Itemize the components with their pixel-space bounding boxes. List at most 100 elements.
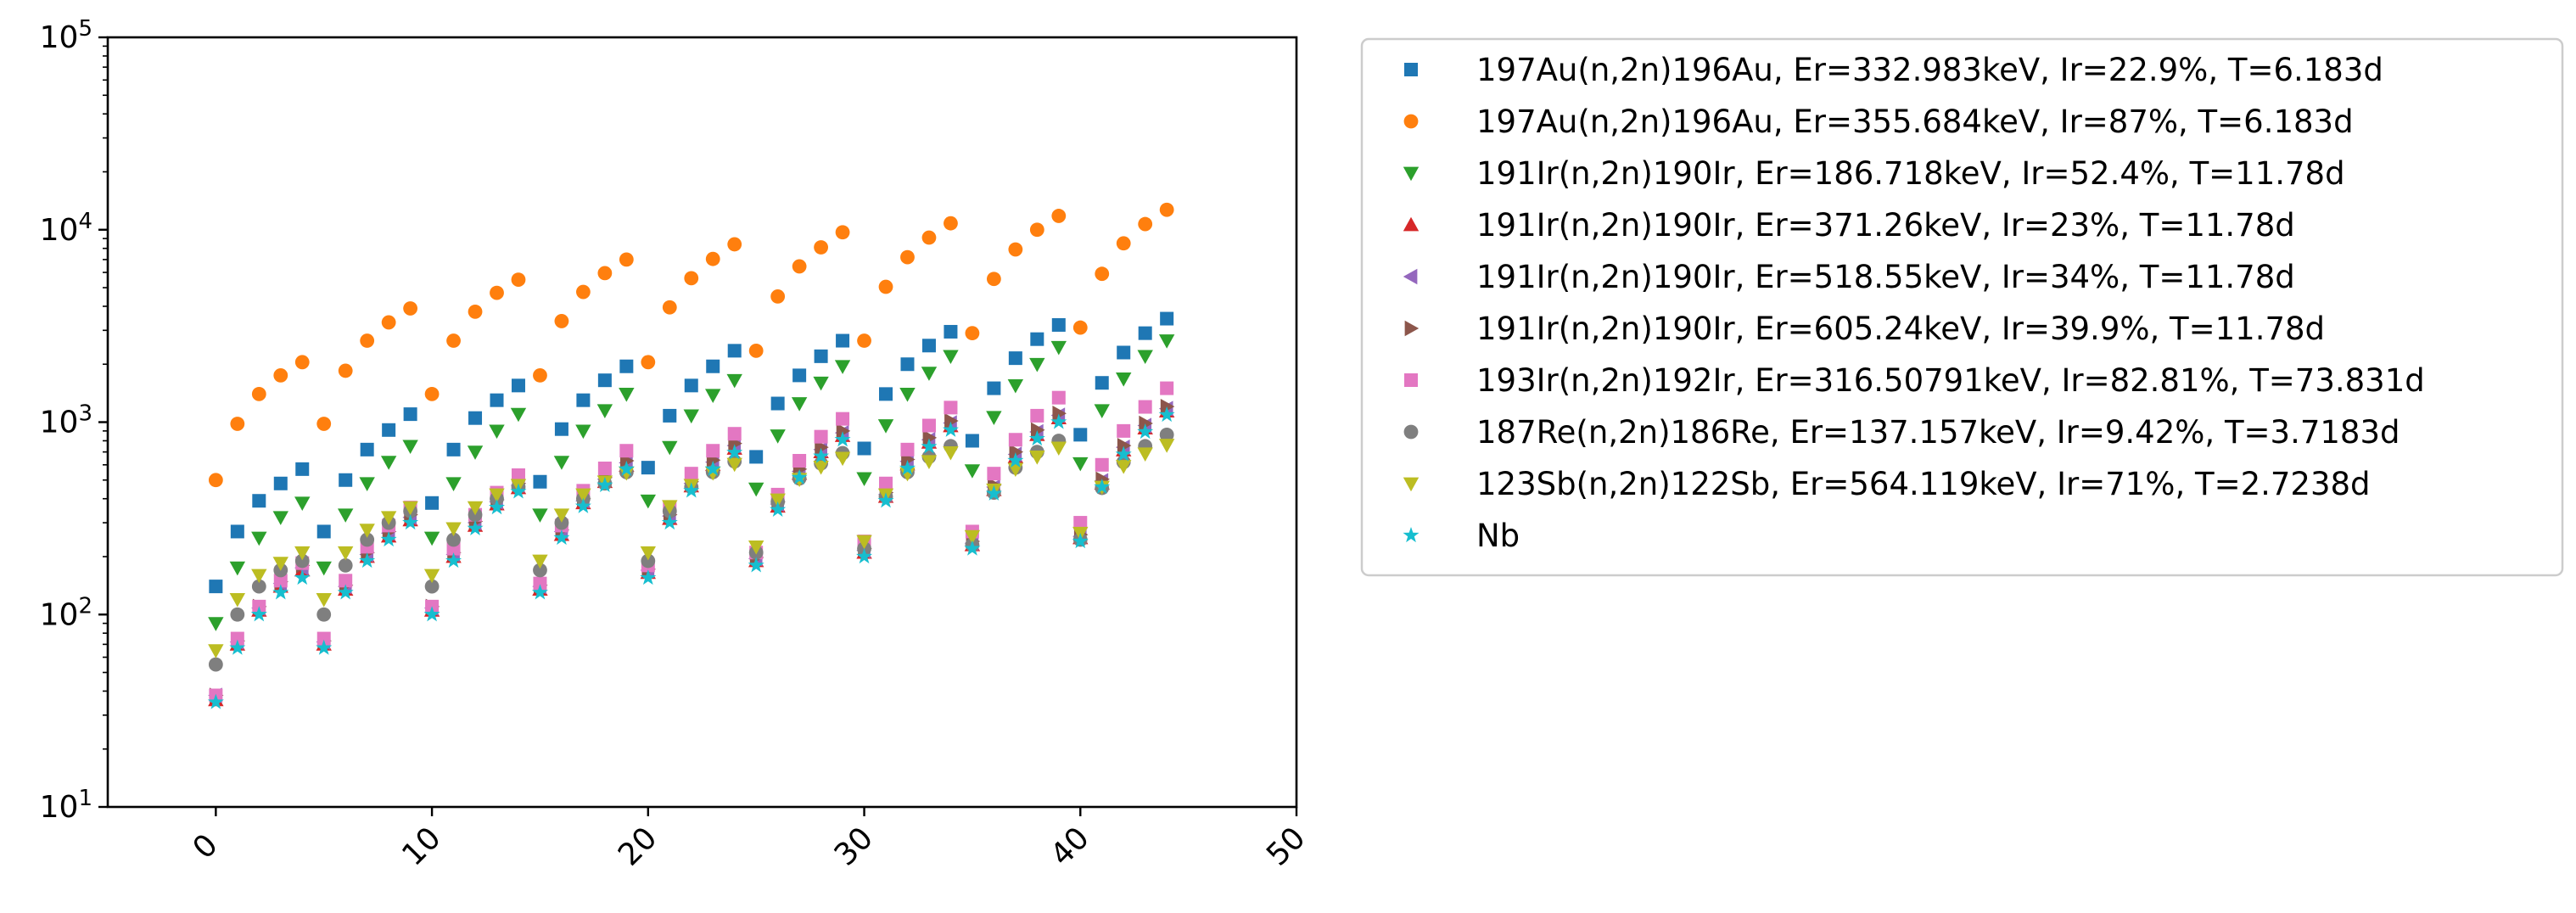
data-point xyxy=(467,501,484,516)
data-point xyxy=(944,400,958,415)
data-point xyxy=(1137,447,1153,462)
data-point xyxy=(1116,372,1132,387)
data-point xyxy=(856,472,872,487)
data-point xyxy=(316,592,332,608)
data-point xyxy=(403,301,418,316)
y-tick-label: 105 xyxy=(40,16,92,55)
data-point xyxy=(1139,415,1153,432)
data-point xyxy=(596,476,613,492)
data-point xyxy=(316,561,332,576)
data-point xyxy=(987,467,1001,481)
data-point xyxy=(554,515,569,530)
data-point xyxy=(748,557,764,573)
data-point xyxy=(1094,404,1110,418)
data-point xyxy=(208,473,223,488)
legend-marker xyxy=(1403,216,1420,232)
data-point xyxy=(294,355,310,370)
data-point xyxy=(834,451,851,467)
data-point xyxy=(533,367,547,383)
data-point xyxy=(921,438,938,454)
data-point xyxy=(554,422,568,436)
data-point xyxy=(490,393,504,407)
series-0 xyxy=(209,311,1174,594)
data-point xyxy=(359,524,375,538)
legend-label: 197Au(n,2n)196Au, Er=355.684keV, Ir=87%,… xyxy=(1476,104,2354,140)
data-point xyxy=(425,496,440,510)
data-point xyxy=(922,429,938,446)
data-point xyxy=(1160,311,1174,326)
data-point xyxy=(770,396,785,411)
data-point xyxy=(900,357,915,372)
data-point xyxy=(813,447,830,463)
data-point xyxy=(273,574,288,588)
data-point xyxy=(230,524,244,539)
data-point xyxy=(575,424,591,440)
data-point xyxy=(899,460,916,476)
data-point xyxy=(489,499,506,515)
data-point xyxy=(1138,326,1152,340)
data-point xyxy=(446,442,461,456)
x-tick-label: 30 xyxy=(828,821,880,872)
data-point xyxy=(467,519,484,535)
data-point xyxy=(316,417,332,431)
data-point xyxy=(1050,340,1067,356)
data-point xyxy=(1073,428,1088,442)
data-point xyxy=(511,468,525,483)
data-point xyxy=(1116,236,1131,251)
data-point xyxy=(706,444,720,458)
data-point xyxy=(1095,266,1110,282)
data-point xyxy=(814,349,828,363)
legend-marker xyxy=(1403,477,1420,492)
data-point xyxy=(964,464,981,479)
legend-label: 197Au(n,2n)196Au, Er=332.983keV, Ir=22.9… xyxy=(1476,52,2383,88)
legend-label: 191Ir(n,2n)190Ir, Er=605.24keV, Ir=39.9%… xyxy=(1476,311,2325,347)
data-point xyxy=(574,497,591,513)
data-point xyxy=(748,482,764,497)
data-point xyxy=(704,460,721,476)
data-point xyxy=(1030,332,1044,346)
data-point xyxy=(208,644,224,658)
data-point xyxy=(836,412,850,426)
data-point xyxy=(467,445,484,460)
data-point xyxy=(1051,317,1066,332)
y-tick-label: 104 xyxy=(40,209,92,248)
legend-label: 193Ir(n,2n)192Ir, Er=316.50791keV, Ir=82… xyxy=(1476,362,2425,399)
legend-marker xyxy=(1403,424,1419,440)
data-point xyxy=(640,494,657,509)
data-point xyxy=(489,424,505,440)
data-point xyxy=(921,455,938,469)
series-5 xyxy=(210,398,1175,703)
data-point xyxy=(814,429,828,444)
data-point xyxy=(749,450,764,464)
series-1 xyxy=(208,202,1174,488)
y-tick-label: 101 xyxy=(40,786,92,825)
data-point xyxy=(380,511,397,525)
data-point xyxy=(316,639,333,655)
data-point xyxy=(445,522,462,537)
data-point xyxy=(899,467,916,482)
data-point xyxy=(553,508,570,523)
data-point xyxy=(295,462,310,476)
data-point xyxy=(1050,413,1067,429)
data-point xyxy=(879,387,893,401)
data-point xyxy=(446,333,461,348)
data-point xyxy=(575,488,591,503)
data-point xyxy=(251,531,267,546)
data-point xyxy=(748,343,764,358)
data-point xyxy=(683,482,700,498)
data-point xyxy=(921,418,936,433)
data-point xyxy=(619,444,634,458)
x-tick-label: 50 xyxy=(1260,821,1312,872)
data-point xyxy=(619,388,635,402)
series-9 xyxy=(207,406,1175,709)
data-point xyxy=(618,460,635,476)
data-point xyxy=(576,393,591,407)
data-point xyxy=(423,606,440,622)
legend-frame xyxy=(1360,37,2564,577)
data-point xyxy=(921,367,938,381)
data-point xyxy=(921,230,937,245)
data-point xyxy=(533,563,547,578)
data-point xyxy=(662,500,678,514)
data-point xyxy=(857,441,871,456)
data-point xyxy=(1029,451,1045,465)
